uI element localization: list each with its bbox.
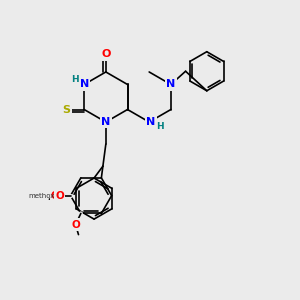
Text: O: O	[51, 190, 60, 201]
Text: N: N	[101, 117, 110, 127]
Text: N: N	[146, 117, 155, 127]
Text: O: O	[71, 220, 80, 230]
Text: H: H	[71, 75, 79, 84]
Text: N: N	[166, 80, 176, 89]
Text: O: O	[101, 49, 110, 59]
Text: N: N	[80, 80, 89, 89]
Text: S: S	[62, 104, 70, 115]
Text: O: O	[55, 190, 64, 201]
Text: methoxy: methoxy	[28, 193, 59, 199]
Text: H: H	[157, 122, 164, 131]
